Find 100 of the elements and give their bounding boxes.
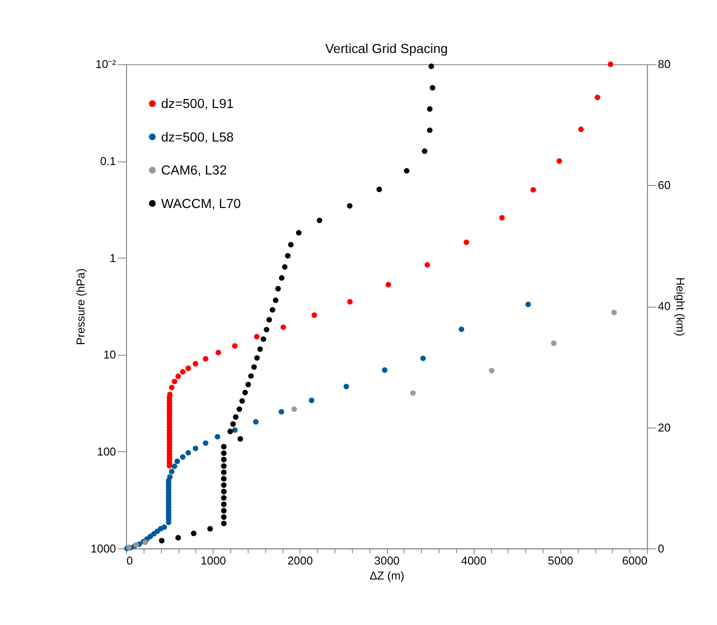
point xyxy=(242,390,248,396)
point xyxy=(174,458,180,464)
point xyxy=(464,240,470,246)
y-tick-label: 1 xyxy=(110,252,116,265)
point xyxy=(458,326,464,332)
point xyxy=(430,85,436,91)
legend-label: dz=500, L58 xyxy=(161,129,234,144)
point xyxy=(180,454,186,460)
point xyxy=(275,286,281,292)
point xyxy=(382,367,388,373)
point xyxy=(245,382,251,388)
point xyxy=(216,350,222,356)
point xyxy=(312,312,318,318)
point xyxy=(282,264,288,270)
y-tick-label: 100 xyxy=(97,446,116,458)
point xyxy=(151,531,157,537)
point xyxy=(239,398,245,404)
point xyxy=(285,252,291,259)
point xyxy=(236,406,242,412)
point xyxy=(422,148,428,154)
point xyxy=(308,398,314,404)
x-tick-label: 6000 xyxy=(622,556,648,568)
point xyxy=(428,64,434,70)
x-tick-label: 0 xyxy=(126,556,133,568)
point xyxy=(260,336,266,342)
point xyxy=(488,368,494,374)
point xyxy=(192,361,198,367)
y-tick-label: 0.1 xyxy=(100,156,116,168)
point xyxy=(280,324,286,330)
y-tick-label: 10⁻² xyxy=(96,59,116,72)
point xyxy=(296,230,302,236)
point xyxy=(278,275,284,281)
point xyxy=(185,450,191,456)
point xyxy=(257,346,263,352)
y2-tick-label: 60 xyxy=(658,180,671,192)
point xyxy=(608,61,614,68)
point xyxy=(556,158,562,164)
point xyxy=(175,374,181,380)
point xyxy=(154,528,160,534)
point xyxy=(424,262,430,268)
point xyxy=(288,242,294,248)
point xyxy=(272,298,278,304)
y2-tick-label: 20 xyxy=(658,422,671,434)
x-axis-title: ΔZ (m) xyxy=(370,570,405,582)
point xyxy=(253,419,259,425)
point xyxy=(232,427,238,433)
chart-title: Vertical Grid Spacing xyxy=(325,40,448,56)
x-tick-label: 3000 xyxy=(374,556,400,568)
point xyxy=(232,343,238,349)
point xyxy=(214,434,220,440)
y-tick-label: 10 xyxy=(103,350,116,362)
y2-axis-title: Height (km) xyxy=(674,277,686,336)
point xyxy=(499,214,505,221)
point xyxy=(530,187,536,193)
point xyxy=(611,310,617,316)
legend-label: WACCM, L70 xyxy=(161,196,241,211)
legend-label: CAM6, L32 xyxy=(161,162,227,178)
point xyxy=(594,94,600,100)
point xyxy=(172,464,178,470)
point xyxy=(347,299,353,305)
point xyxy=(525,302,531,308)
x-tick-label: 5000 xyxy=(548,556,574,568)
point xyxy=(420,356,426,362)
legend-label: dz=500, L91 xyxy=(161,96,234,112)
point xyxy=(202,356,208,362)
point xyxy=(404,168,410,174)
x-tick-label: 2000 xyxy=(287,556,313,568)
x-tick-label: 4000 xyxy=(461,556,486,568)
point xyxy=(270,307,276,313)
point xyxy=(578,126,584,132)
point xyxy=(254,355,260,361)
point xyxy=(291,406,297,412)
point xyxy=(316,218,322,224)
point xyxy=(264,326,270,332)
point xyxy=(248,373,254,379)
y2-tick-label: 0 xyxy=(658,543,664,556)
y2-tick-label: 80 xyxy=(658,59,671,72)
point xyxy=(172,378,178,384)
point xyxy=(426,106,433,112)
point xyxy=(180,369,186,375)
point xyxy=(278,408,284,414)
point xyxy=(344,384,350,390)
point xyxy=(185,366,191,372)
point xyxy=(410,390,416,396)
point xyxy=(386,282,392,288)
point xyxy=(426,127,433,133)
point xyxy=(251,364,257,370)
x-tick-label: 1000 xyxy=(200,556,226,568)
point xyxy=(376,186,382,192)
point xyxy=(346,203,352,209)
point xyxy=(254,334,260,340)
y-tick-label: 1000 xyxy=(90,543,116,556)
y2-tick-label: 40 xyxy=(658,301,671,314)
y-axis-title: Pressure (hPa) xyxy=(76,268,88,345)
point xyxy=(168,468,174,474)
point xyxy=(550,340,556,346)
point xyxy=(192,446,198,452)
point xyxy=(202,440,208,446)
point xyxy=(168,384,174,390)
point xyxy=(266,316,272,322)
